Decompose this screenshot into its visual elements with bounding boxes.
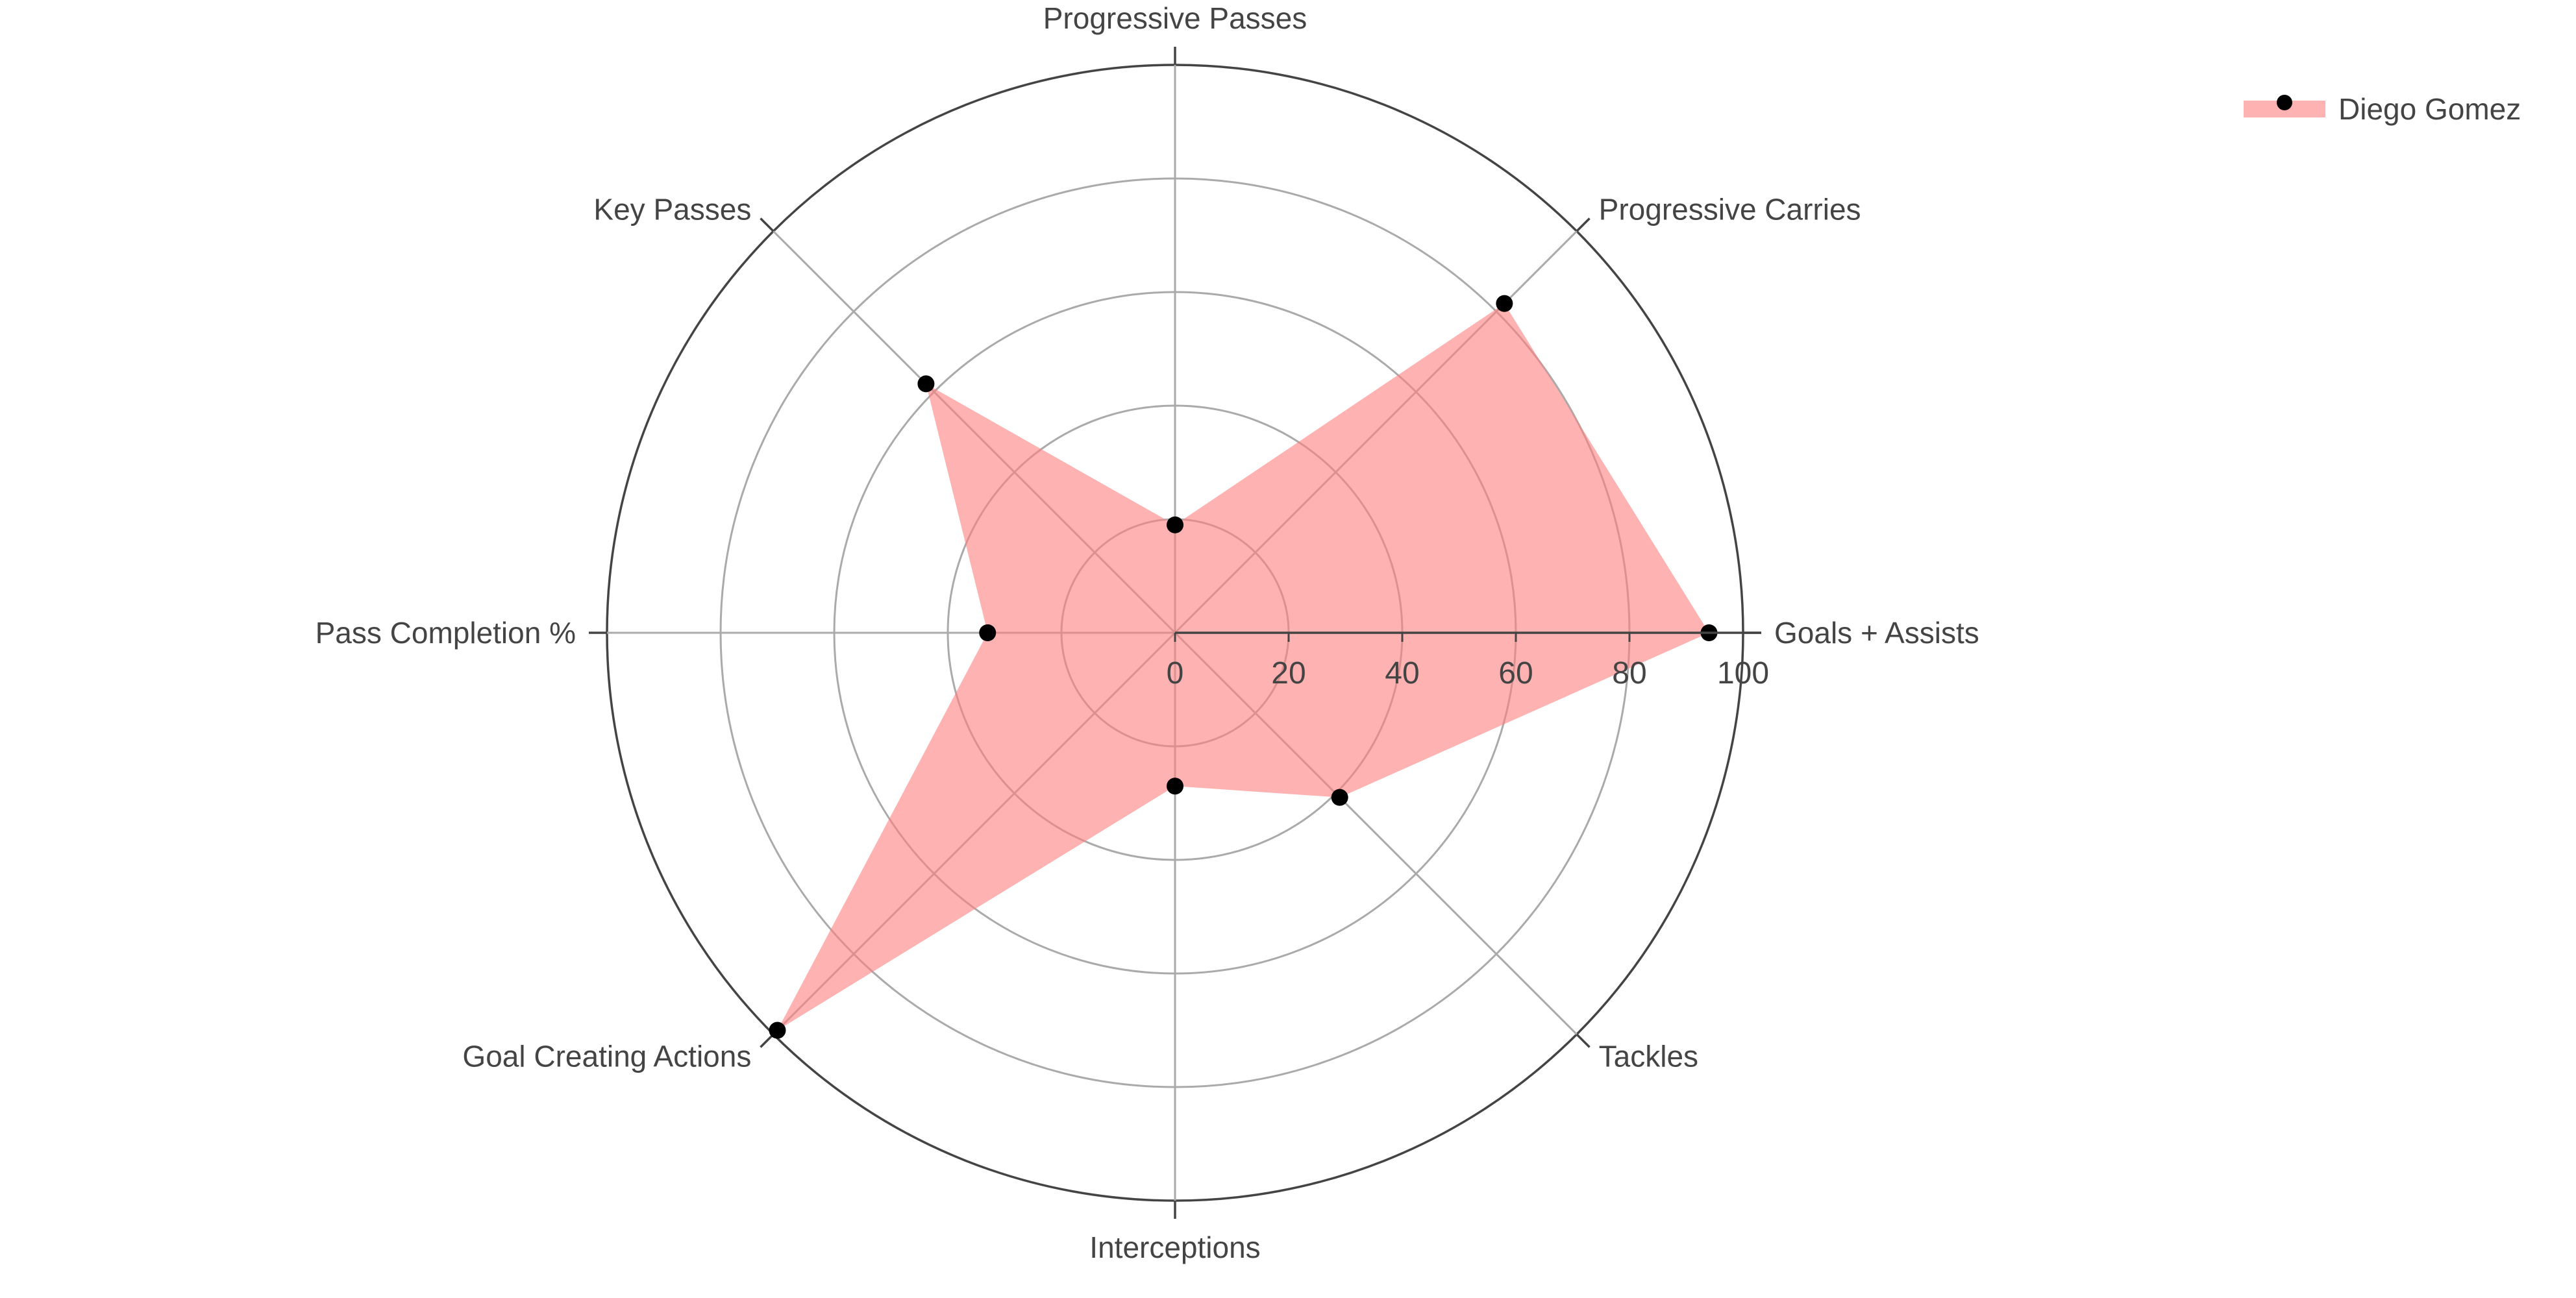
axis-label: Pass Completion % xyxy=(316,616,576,650)
data-point-6[interactable] xyxy=(1167,778,1183,795)
legend[interactable]: Diego Gomez xyxy=(2244,92,2521,126)
angular-labels: Goals + Assists Progressive Carries Progre… xyxy=(316,1,1979,1264)
data-point-4[interactable] xyxy=(979,624,997,641)
axis-label: Goal Creating Actions xyxy=(462,1040,751,1073)
radial-axis: 0 20 40 60 80 100 xyxy=(1167,631,1769,691)
spoke-tick-3 xyxy=(760,217,774,232)
series-area xyxy=(777,303,1709,1031)
axis-label: Goals + Assists xyxy=(1774,616,1979,650)
legend-marker xyxy=(2277,95,2292,110)
data-point-1[interactable] xyxy=(1496,295,1513,312)
legend-label[interactable]: Diego Gomez xyxy=(2338,92,2521,126)
radial-tick-label: 0 xyxy=(1167,656,1184,691)
series-layer xyxy=(769,295,1718,1039)
axis-label: Progressive Passes xyxy=(1043,1,1307,35)
radial-tick-label: 60 xyxy=(1498,656,1533,691)
data-point-5[interactable] xyxy=(769,1022,786,1039)
spoke-tick-7 xyxy=(1576,1033,1591,1048)
radial-tick-label: 40 xyxy=(1385,656,1419,691)
data-point-7[interactable] xyxy=(1331,789,1348,806)
data-point-3[interactable] xyxy=(917,375,935,393)
data-point-2[interactable] xyxy=(1167,516,1183,533)
axis-label: Tackles xyxy=(1599,1040,1698,1073)
axis-label: Key Passes xyxy=(593,192,751,226)
spoke-tick-5 xyxy=(760,1033,774,1048)
spoke-tick-1 xyxy=(1576,217,1591,232)
radial-tick-label: 100 xyxy=(1717,656,1769,691)
axis-label: Progressive Carries xyxy=(1599,192,1861,226)
axis-label: Interceptions xyxy=(1089,1231,1260,1264)
radial-tick-label: 20 xyxy=(1271,656,1306,691)
radial-tick-label: 80 xyxy=(1612,656,1646,691)
